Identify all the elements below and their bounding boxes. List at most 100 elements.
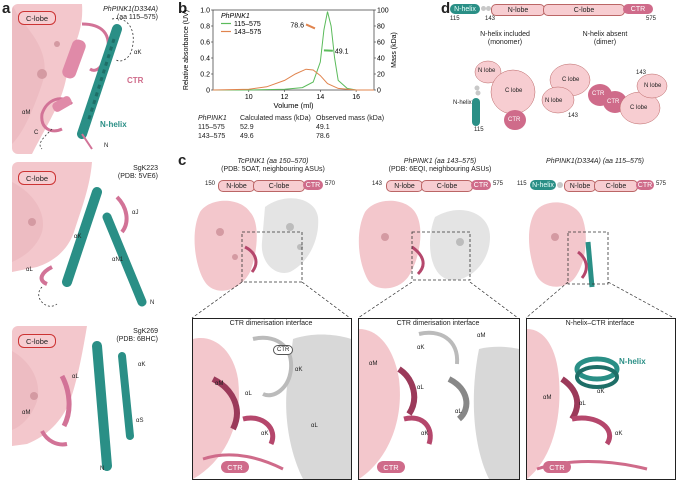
table-cell: 78.6 xyxy=(316,133,330,140)
table-cell: 115–575 xyxy=(198,124,225,131)
x-axis-label: Volume (ml) xyxy=(273,101,314,110)
zoom3-helix-al: αL xyxy=(579,401,586,407)
y2-tick-label: 40 xyxy=(377,56,385,63)
monomer-residue-115: 115 xyxy=(474,127,484,133)
y-tick-label: 1.0 xyxy=(200,8,210,15)
dimer-n-lobe-label-1: N lobe xyxy=(545,98,563,104)
overview-structures xyxy=(194,198,609,291)
c-lobe-chip: C-lobe xyxy=(18,334,56,348)
zoom3-helix-ak-2: αK xyxy=(615,431,623,437)
ctr-label: CTR xyxy=(127,76,144,85)
zoom1-helix-am: αM xyxy=(215,381,224,387)
series-line-115–575 xyxy=(213,11,374,91)
table-cell: Observed mass (kDa) xyxy=(316,115,385,122)
zoom1-helix-ak-2: αK xyxy=(261,431,269,437)
monomer-n-lobe-label: N lobe xyxy=(478,68,496,74)
zoom3-ctr-bottom: CTR xyxy=(543,461,571,473)
zoom-connector-lines xyxy=(191,282,675,319)
structure-subtitle: (PDB: 5VE6) xyxy=(117,173,158,180)
y2-tick-label: 60 xyxy=(377,40,385,47)
dimer-residue-143-a: 143 xyxy=(568,113,579,119)
col1-title: TcPINK1 (aa 150–570) xyxy=(237,158,309,165)
zoom-box-3: N-helix αK αM αL αK CTR xyxy=(526,318,676,480)
monomer-c-lobe-label: C lobe xyxy=(505,88,523,94)
col1-subtitle: (PDB: 5OAT, neighbouring ASUs) xyxy=(221,166,325,173)
linker-bead-2 xyxy=(486,6,491,11)
y2-tick-label: 0 xyxy=(377,88,381,95)
zoom1-helix-al-2: αL xyxy=(311,423,318,429)
table-cell: PhPINK1 xyxy=(198,115,227,122)
helix-label-an1: αN1 xyxy=(112,257,124,263)
col2-c-lobe: C-lobe xyxy=(421,180,473,192)
helix-label-ak: αK xyxy=(74,234,82,240)
col3-start-residue: 115 xyxy=(517,181,527,187)
plot-frame xyxy=(212,9,375,91)
residue-575: 575 xyxy=(646,16,657,22)
zoom2-helix-am-1: αM xyxy=(369,361,378,367)
panel-a-label: a xyxy=(2,0,11,17)
helix-label-am: αM xyxy=(22,110,31,116)
legend-entry-115–575: 115–575 xyxy=(234,21,261,28)
dimer-title: N-helix absent xyxy=(582,31,628,38)
panel-c-label: c xyxy=(178,152,187,169)
table-header-row: PhPINK1 Calculated mass (kDa) Observed mas… xyxy=(198,115,398,124)
zoom2-helix-al-2: αL xyxy=(455,409,462,415)
panel-a-structure-3-figure xyxy=(12,326,134,471)
terminus-n-label: N xyxy=(150,300,155,306)
helix-label-am: αM xyxy=(22,410,31,416)
table-cell: Calculated mass (kDa) xyxy=(240,115,311,122)
col3-title: PhPINK1(D334A) (aa 115–575) xyxy=(546,158,644,165)
domain-bar-n-helix: N-helix xyxy=(450,4,480,14)
zoom1-helix-ak: αK xyxy=(295,367,303,373)
col2-n-lobe: N-lobe xyxy=(386,180,423,192)
table-cell: 143–575 xyxy=(198,133,226,140)
dimer-ctr-label-2: CTR xyxy=(607,99,620,105)
col1-c-lobe: C-lobe xyxy=(253,180,305,192)
domain-bar-ctr: CTR xyxy=(623,4,653,14)
y2-tick-label: 100 xyxy=(377,8,389,15)
zoom2-helix-am-2: αM xyxy=(477,333,486,339)
col2-subtitle: (PDB: 6EQI, neighbouring ASUs) xyxy=(388,166,492,173)
panel-a-structure-2-figure xyxy=(12,162,147,307)
panel-a-structure-3: C-lobe SgK269 (PDB: 6BHC) αK αL αM αS N xyxy=(12,326,160,478)
x-tick-label: 10 xyxy=(245,94,253,101)
monomer-n-helix-label: N-helix xyxy=(453,100,472,106)
y-tick-label: 0.6 xyxy=(200,40,210,47)
zoom-box-2-figure xyxy=(359,329,519,479)
table-cell: 49.1 xyxy=(316,124,330,131)
col2-ctr: CTR xyxy=(471,180,491,190)
y-tick-label: 0.2 xyxy=(200,72,210,79)
zoom1-ctr-bottom: CTR xyxy=(221,461,249,473)
helix-label-as: αS xyxy=(136,418,144,424)
structure-subtitle: (PDB: 6BHC) xyxy=(116,336,158,343)
helix-label-al: αL xyxy=(26,267,33,273)
residue-143: 143 xyxy=(485,16,496,22)
table-cell: 52.9 xyxy=(240,124,254,131)
y-axis-label: Relative absorbance (UV) xyxy=(183,10,190,90)
dimer-c-lobe-label-2: C lobe xyxy=(630,105,648,111)
zoom1-ctr-top: CTR xyxy=(273,345,294,355)
residue-115: 115 xyxy=(450,16,460,22)
mass-label-115–575: 49.1 xyxy=(335,48,349,55)
terminus-c-label: C xyxy=(34,130,39,136)
mass-table: PhPINK1 Calculated mass (kDa) Observed mas… xyxy=(198,115,398,142)
zoom-box-1: CTR αK αM αL αL αK CTR xyxy=(192,318,352,480)
c-lobe-chip: C-lobe xyxy=(18,171,56,185)
sec-mals-chart: 10 12 14 16 0 0.2 0.4 0.6 0.8 1.0 0 20 40 60 80 100 Volu… xyxy=(183,8,398,111)
structure-title: PhPINK1(D334A) xyxy=(103,6,158,13)
col2-end-residue: 575 xyxy=(493,181,504,187)
col2-start-residue: 143 xyxy=(372,181,383,187)
zoom-box-2: αK αM αM αL αL αK CTR xyxy=(358,318,520,480)
dimer-ctr-label-1: CTR xyxy=(592,91,605,97)
zoom3-n-helix-label: N-helix xyxy=(619,357,646,366)
y2-tick-label: 20 xyxy=(377,72,385,79)
table-row: 115–575 52.9 49.1 xyxy=(198,124,398,133)
n-helix-label: N-helix xyxy=(100,120,127,129)
domain-bar-c-lobe: C-lobe xyxy=(543,4,625,16)
col2-title: PhPINK1 (aa 143–575) xyxy=(403,158,477,165)
domain-bar-n-lobe: N-lobe xyxy=(491,4,545,16)
mass-segment-143–575 xyxy=(305,23,316,30)
zoom1-helix-al-1: αL xyxy=(245,391,252,397)
monomer-subtitle: (monomer) xyxy=(487,39,523,46)
dimer-residue-143-b: 143 xyxy=(636,70,647,76)
